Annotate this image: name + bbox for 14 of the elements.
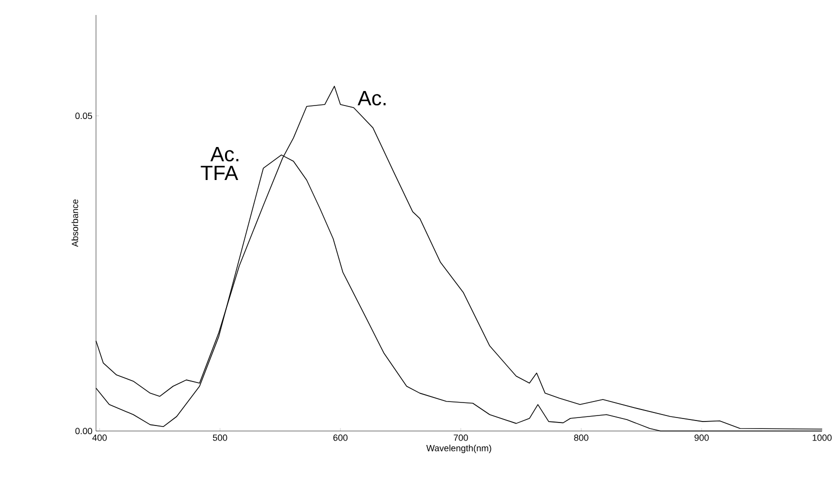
x-tick-label: 400 bbox=[92, 434, 107, 441]
annotation: Ac. bbox=[210, 147, 238, 162]
x-tick-label: 700 bbox=[454, 434, 468, 441]
x-tick-label: 600 bbox=[333, 434, 348, 441]
y-axis-title: Absorbance bbox=[72, 199, 78, 247]
x-tick-label: 500 bbox=[212, 434, 228, 441]
series-label: Ac. bbox=[358, 91, 386, 106]
y-tick-label: 0.05 bbox=[75, 112, 92, 120]
x-tick-label: 900 bbox=[694, 434, 709, 441]
series-label: TFA bbox=[200, 166, 238, 180]
x-axis-title: Wavelength(nm) bbox=[426, 444, 492, 454]
x-tick-label: 800 bbox=[574, 434, 588, 441]
x-tick-label: 1000 bbox=[812, 434, 832, 441]
y-tick-label: 0.00 bbox=[75, 428, 92, 434]
